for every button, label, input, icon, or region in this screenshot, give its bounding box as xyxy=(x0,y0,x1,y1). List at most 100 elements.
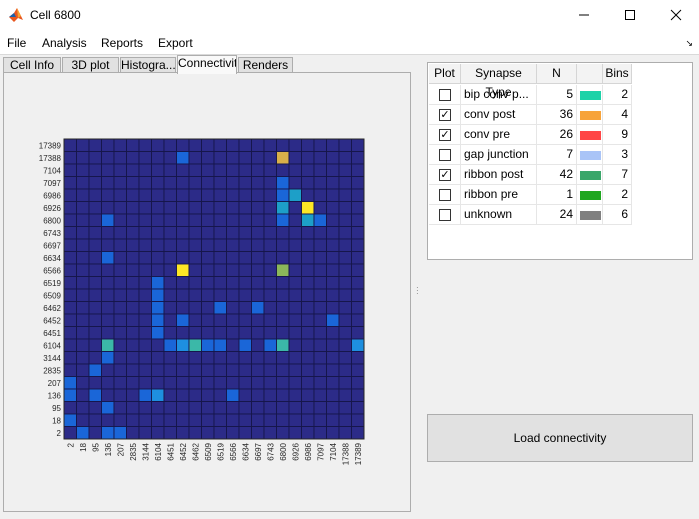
heatmap-cell xyxy=(326,388,340,402)
menu-analysis[interactable]: Analysis xyxy=(42,36,87,50)
column-header-synapse-type[interactable]: Synapse Type xyxy=(461,64,537,99)
bins-cell[interactable]: 9 xyxy=(603,125,632,145)
heatmap-cell xyxy=(163,163,177,177)
plot-checkbox[interactable] xyxy=(439,149,451,161)
heatmap-cell xyxy=(288,288,302,302)
tab-histograms[interactable]: Histogra... xyxy=(120,57,176,74)
heatmap-cell xyxy=(338,138,352,152)
heatmap-cell xyxy=(251,338,265,352)
synapse-type-cell[interactable]: conv pre xyxy=(461,125,537,145)
x-tick-label: 17388 xyxy=(341,442,350,465)
heatmap-cell xyxy=(288,351,302,365)
minimize-button[interactable] xyxy=(561,0,607,30)
synapse-type-cell[interactable]: conv post xyxy=(461,105,537,125)
heatmap-cell xyxy=(88,226,102,240)
bins-cell[interactable]: 3 xyxy=(603,145,632,165)
heatmap-cell xyxy=(101,176,115,190)
count-cell[interactable]: 26 xyxy=(537,125,577,145)
heatmap-cell xyxy=(188,213,202,227)
y-tick-label: 7104 xyxy=(43,166,61,175)
plot-checkbox[interactable] xyxy=(439,209,451,221)
color-cell[interactable] xyxy=(577,105,603,125)
menu-file[interactable]: File xyxy=(7,36,27,50)
synapse-type-cell[interactable]: bip conv p... xyxy=(461,85,537,105)
heatmap-cell xyxy=(76,238,90,252)
count-cell[interactable]: 5 xyxy=(537,85,577,105)
load-connectivity-button[interactable]: Load connectivity xyxy=(427,414,693,462)
heatmap-cell xyxy=(213,351,227,365)
plot-checkbox[interactable]: ✓ xyxy=(439,109,451,121)
heatmap-cell xyxy=(213,213,227,227)
undock-arrow-icon[interactable]: ↘ xyxy=(685,38,693,48)
heatmap-cell xyxy=(163,288,177,302)
synapse-type-cell[interactable]: ribbon pre xyxy=(461,185,537,205)
menu-reports[interactable]: Reports xyxy=(101,36,144,50)
heatmap-cell xyxy=(326,151,340,165)
color-cell[interactable] xyxy=(577,125,603,145)
heatmap-cell xyxy=(276,238,290,252)
heatmap-cell xyxy=(301,413,315,427)
heatmap-cell xyxy=(76,276,90,290)
synapse-type-cell[interactable]: gap junction xyxy=(461,145,537,165)
column-header-n[interactable]: N xyxy=(537,64,577,84)
color-cell[interactable] xyxy=(577,85,603,105)
panel-splitter-handle[interactable]: · · · xyxy=(416,283,419,298)
tab-connectivity[interactable]: Connectivity xyxy=(177,55,237,74)
tab-cell-info[interactable]: Cell Info xyxy=(3,57,61,74)
heatmap-cell xyxy=(313,301,327,315)
heatmap-cell xyxy=(338,163,352,177)
count-cell[interactable]: 42 xyxy=(537,165,577,185)
color-cell[interactable] xyxy=(577,165,603,185)
plot-checkbox[interactable] xyxy=(439,89,451,101)
heatmap-cell xyxy=(313,426,327,440)
heatmap-cell xyxy=(313,388,327,402)
heatmap-cell xyxy=(126,151,140,165)
heatmap-cell xyxy=(251,151,265,165)
x-tick-label: 6519 xyxy=(216,442,225,460)
heatmap-cell xyxy=(301,251,315,265)
synapse-type-cell[interactable]: unknown xyxy=(461,205,537,225)
color-cell[interactable] xyxy=(577,205,603,225)
heatmap-cell xyxy=(126,238,140,252)
heatmap-cell xyxy=(288,276,302,290)
synapse-type-cell[interactable]: ribbon post xyxy=(461,165,537,185)
heatmap-cell xyxy=(126,276,140,290)
heatmap-cell xyxy=(163,201,177,215)
heatmap-cell xyxy=(276,376,290,390)
bins-cell[interactable]: 7 xyxy=(603,165,632,185)
x-tick-label: 207 xyxy=(116,442,125,456)
maximize-button[interactable] xyxy=(607,0,653,30)
plot-checkbox[interactable]: ✓ xyxy=(439,129,451,141)
heatmap-cell xyxy=(238,338,252,352)
bins-cell[interactable]: 2 xyxy=(603,85,632,105)
count-cell[interactable]: 7 xyxy=(537,145,577,165)
count-cell[interactable]: 36 xyxy=(537,105,577,125)
count-cell[interactable]: 24 xyxy=(537,205,577,225)
count-cell[interactable]: 1 xyxy=(537,185,577,205)
heatmap-cell xyxy=(326,401,340,415)
heatmap-cell xyxy=(113,338,127,352)
tab-3d-plot[interactable]: 3D plot xyxy=(62,57,119,74)
color-cell[interactable] xyxy=(577,185,603,205)
heatmap-cell xyxy=(351,213,365,227)
x-tick-label: 95 xyxy=(91,442,100,451)
column-header-bins[interactable]: Bins xyxy=(603,64,632,84)
plot-checkbox[interactable] xyxy=(439,189,451,201)
heatmap-cell xyxy=(151,413,165,427)
column-header-color[interactable] xyxy=(577,64,603,84)
bins-cell[interactable]: 2 xyxy=(603,185,632,205)
tab-renders[interactable]: Renders xyxy=(238,57,293,74)
color-cell[interactable] xyxy=(577,145,603,165)
bins-cell[interactable]: 6 xyxy=(603,205,632,225)
plot-checkbox[interactable]: ✓ xyxy=(439,169,451,181)
heatmap-cell xyxy=(151,201,165,215)
column-header-plot[interactable]: Plot xyxy=(429,64,461,84)
bins-cell[interactable]: 4 xyxy=(603,105,632,125)
close-button[interactable] xyxy=(653,0,699,30)
heatmap-cell xyxy=(251,201,265,215)
heatmap-cell xyxy=(238,201,252,215)
heatmap-cell xyxy=(251,263,265,277)
menu-export[interactable]: Export xyxy=(158,36,193,50)
x-tick-label: 6743 xyxy=(266,442,275,460)
heatmap-cell xyxy=(176,401,190,415)
